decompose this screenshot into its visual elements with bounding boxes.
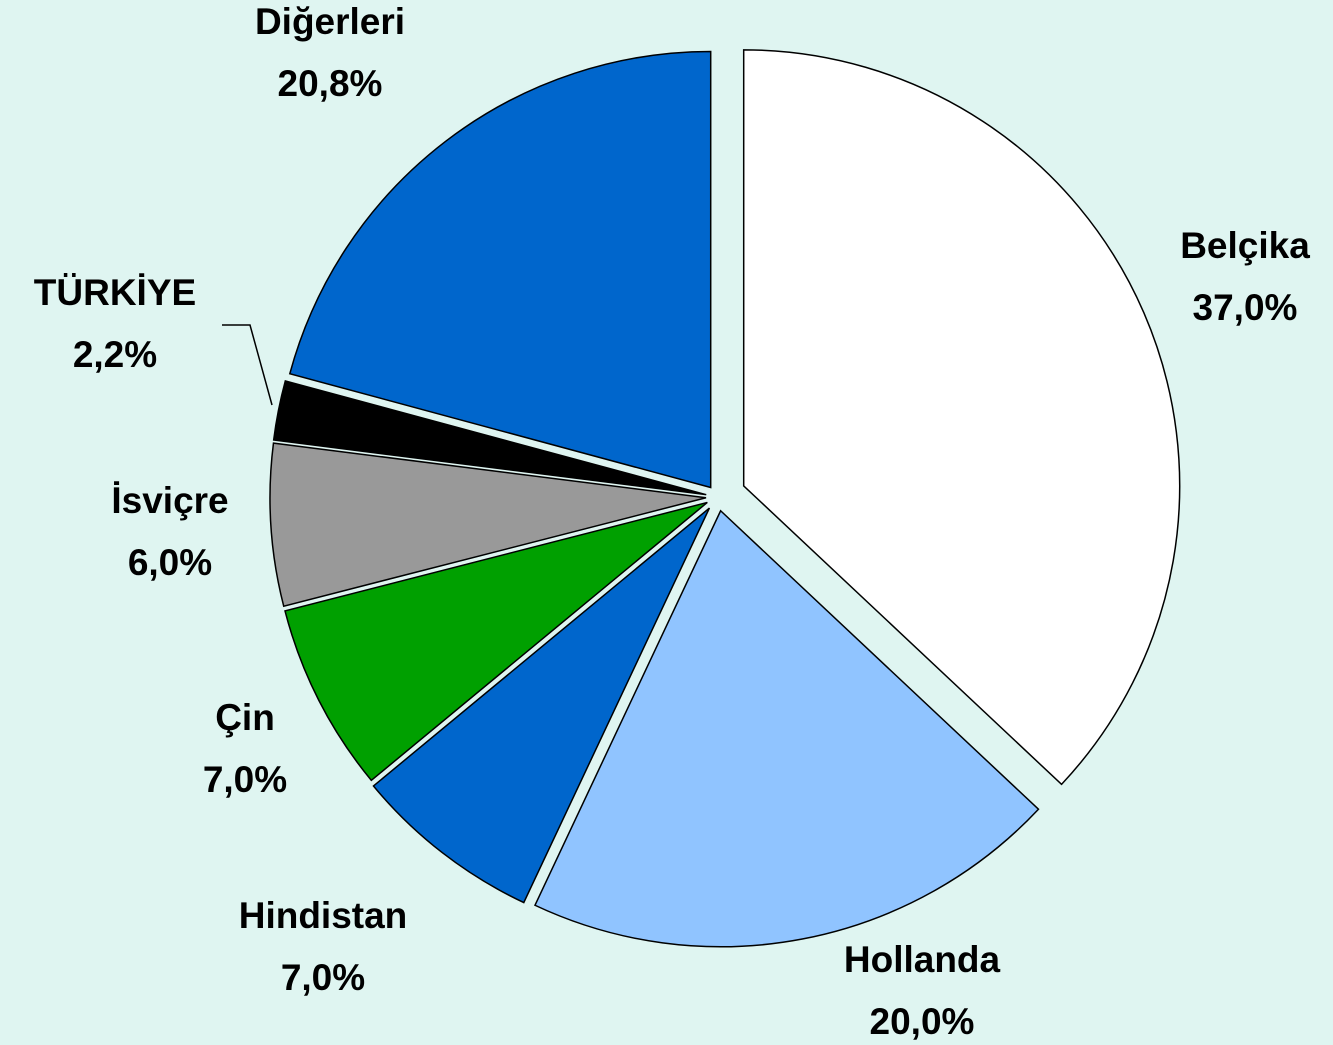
pie-slice <box>533 509 1040 948</box>
slice-value-label: 6,0% <box>128 542 212 583</box>
slice-label: TÜRKİYE <box>34 272 196 313</box>
slice-value-label: 7,0% <box>281 957 365 998</box>
slice-label: İsviçre <box>111 480 228 521</box>
leader-line <box>222 324 273 406</box>
pie-slice <box>742 49 1181 786</box>
slice-value-label: 20,0% <box>870 1001 975 1042</box>
pie-slice <box>284 501 708 782</box>
pie-slice <box>372 507 711 904</box>
slice-value-label: 2,2% <box>73 334 157 375</box>
slice-label: Diğerleri <box>255 1 405 42</box>
slice-label: Belçika <box>1180 225 1310 266</box>
slice-value-label: 7,0% <box>203 759 287 800</box>
pie-slice <box>272 380 707 496</box>
slice-label: Hollanda <box>844 939 1001 980</box>
slice-value-label: 37,0% <box>1193 287 1298 328</box>
slice-label: Hindistan <box>239 895 408 936</box>
slice-value-label: 20,8% <box>278 63 383 104</box>
slice-label: Çin <box>215 697 275 738</box>
pie-slice <box>269 442 707 608</box>
pie-slice <box>288 50 712 489</box>
